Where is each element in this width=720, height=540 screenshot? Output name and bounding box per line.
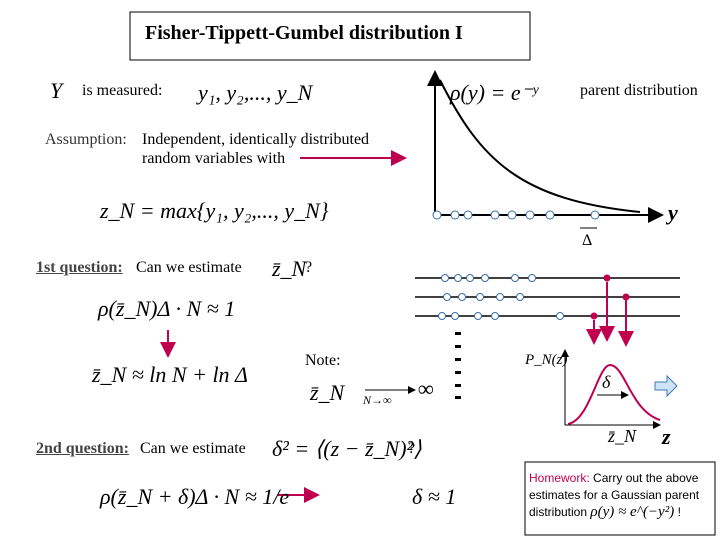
- y-label: P_N(z): [525, 352, 568, 368]
- width-label: δ: [602, 372, 611, 392]
- label: Assumption:: [45, 131, 127, 148]
- variable: Y: [50, 78, 63, 103]
- homework: Homework: Carry out the above estimates …: [529, 470, 711, 521]
- symbol: z̄_N: [272, 256, 307, 281]
- bin-label: Δ: [582, 232, 593, 249]
- label: is measured:: [82, 82, 163, 99]
- x-label: z: [662, 424, 671, 449]
- formula: y₁, y₂,..., y_N: [198, 80, 313, 105]
- text: Independent, identically distributed: [142, 131, 370, 148]
- formula: δ² = ⟨(z − z̄_N)²⟩: [272, 436, 422, 461]
- label: parent distribution: [580, 82, 698, 99]
- text: Can we estimate: [136, 259, 242, 276]
- title: Fisher-Tippett-Gumbel distribution I: [145, 22, 463, 44]
- note-label: Note:: [305, 352, 341, 369]
- mark: !: [677, 505, 681, 519]
- formula: ρ(y) ≈ e^(−y²): [590, 504, 675, 520]
- question-label: 1st question:: [36, 259, 123, 276]
- text: random variables with: [142, 150, 286, 167]
- question-label: 2nd question:: [36, 440, 129, 457]
- formula: δ ≈ 1: [412, 484, 457, 509]
- homework-text: Carry out the above estimates for a Gaus…: [529, 471, 700, 519]
- axis-label: y: [668, 200, 678, 225]
- formula: ρ(z̄_N + δ)Δ · N ≈ 1/e: [100, 484, 290, 509]
- arrow-label: N→∞: [363, 393, 392, 407]
- formula: ρ(y) = e⁻ʸ: [450, 80, 538, 105]
- formula: ρ(z̄_N)Δ · N ≈ 1: [98, 296, 236, 321]
- peak-label: z̄_N: [608, 426, 637, 446]
- symbol: z̄_N: [310, 380, 345, 405]
- formula: z_N = max{y₁, y₂,..., y_N}: [100, 198, 329, 223]
- mark: ?: [305, 259, 313, 276]
- formula: z̄_N ≈ ln N + ln Δ: [92, 362, 248, 387]
- title-box: [129, 11, 531, 61]
- mark: ?: [408, 440, 416, 457]
- limit: ∞: [418, 376, 434, 401]
- text: Can we estimate: [140, 440, 246, 457]
- homework-label: Homework:: [529, 471, 590, 485]
